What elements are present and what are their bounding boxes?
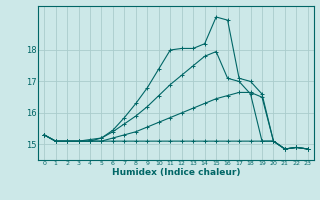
- X-axis label: Humidex (Indice chaleur): Humidex (Indice chaleur): [112, 168, 240, 177]
